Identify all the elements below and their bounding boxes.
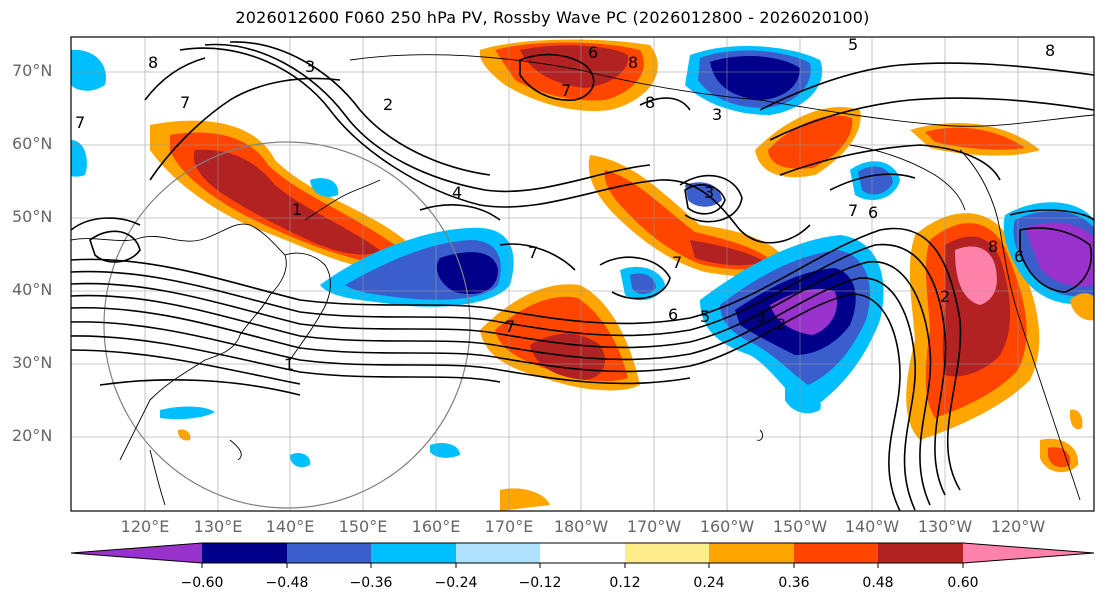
map-frame [70, 36, 1095, 512]
contour-label: 6 [668, 305, 678, 324]
lon-label-170w: 170°W [626, 517, 682, 536]
lat-label-50n: 50°N [12, 207, 53, 226]
colorbar-tick-label: 0.60 [947, 575, 979, 591]
lat-label-30n: 30°N [12, 353, 53, 372]
contour-label: 7 [75, 113, 85, 132]
contour-label: 2 [940, 287, 950, 306]
contour-label: 2 [776, 315, 786, 334]
contour-label: 3 [712, 105, 722, 124]
contour-label: 6 [588, 43, 598, 62]
colorbar-segment [540, 543, 625, 563]
colorbar-tick-label: 0.24 [693, 575, 725, 591]
colorbar-segment [287, 543, 371, 563]
map-title: 2026012600 F060 250 hPa PV, Rossby Wave … [235, 8, 870, 27]
contour-label: 7 [505, 317, 515, 336]
contour-label: 6 [868, 203, 878, 222]
lon-label-140w: 140°W [844, 517, 900, 536]
lon-label-170e: 170°E [484, 517, 534, 536]
lat-label-70n: 70°N [12, 61, 53, 80]
colorbar-segment [878, 543, 963, 563]
contour-label: 5 [700, 307, 710, 326]
colorbar-extend-min [71, 543, 202, 563]
colorbar-tick-label: 0.48 [862, 575, 894, 591]
lon-label-180w: 180°W [553, 517, 609, 536]
lon-label-120e: 120°E [120, 517, 170, 536]
contour-label: 8 [645, 93, 655, 112]
lon-label-160w: 160°W [699, 517, 755, 536]
contour-label: 7 [672, 253, 682, 272]
colorbar-segment [794, 543, 878, 563]
lon-label-120w: 120°W [990, 517, 1046, 536]
lat-label-40n: 40°N [12, 280, 53, 299]
contour-label: 7 [561, 81, 571, 100]
colorbar-segment [625, 543, 709, 563]
contour-label: 7 [180, 93, 190, 112]
contour-label: 1 [292, 200, 302, 219]
colorbar-tick-label: 0.12 [609, 575, 641, 591]
contour-label: 1 [284, 355, 294, 374]
contour-label: 3 [704, 183, 714, 202]
map-area: 8 3 2 7 6 8 4 5 8 3 8 3 7 7 6 5 3 2 2 8 … [71, 35, 1094, 511]
lon-label-130e: 130°E [193, 517, 243, 536]
colorbar-segment [202, 543, 287, 563]
lat-label-60n: 60°N [12, 134, 53, 153]
lon-label-160e: 160°E [411, 517, 461, 536]
contour-label: 3 [305, 57, 315, 76]
colorbar-tick-label: −0.24 [434, 575, 478, 591]
colorbar-segment [456, 543, 540, 563]
colorbar [70, 542, 1095, 568]
colorbar-tick-label: 0.36 [778, 575, 810, 591]
contour-label: 7 [528, 243, 538, 262]
contour-label: 8 [148, 53, 158, 72]
contour-labels: 8 3 2 7 6 8 4 5 8 3 8 3 7 7 6 5 3 2 2 8 … [75, 35, 1055, 374]
contour-label: 8 [628, 53, 638, 72]
contour-label: 5 [848, 35, 858, 54]
colorbar-extend-max [963, 543, 1094, 563]
lon-label-150w: 150°W [772, 517, 828, 536]
colorbar-segment [709, 543, 794, 563]
colorbar-tick-label: −0.36 [349, 575, 393, 591]
contour-label: 2 [383, 95, 393, 114]
colorbar-tick-label: −0.60 [180, 575, 224, 591]
contour-label: 7 [848, 201, 858, 220]
lon-label-140e: 140°E [265, 517, 315, 536]
colorbar-tick-label: −0.12 [518, 575, 562, 591]
contour-label: 6 [1014, 247, 1024, 266]
contour-label: 4 [452, 183, 462, 202]
height-contours [71, 41, 1094, 511]
colorbar-tick-label: −0.48 [265, 575, 309, 591]
contour-label: 8 [988, 237, 998, 256]
contour-label: 8 [1045, 41, 1055, 60]
contour-label: 3 [756, 307, 766, 326]
lon-label-150e: 150°E [338, 517, 388, 536]
gridlines [71, 37, 1094, 511]
colorbar-segment [371, 543, 456, 563]
reference-circle [103, 141, 471, 509]
lon-label-130w: 130°W [917, 517, 973, 536]
lat-label-20n: 20°N [12, 426, 53, 445]
